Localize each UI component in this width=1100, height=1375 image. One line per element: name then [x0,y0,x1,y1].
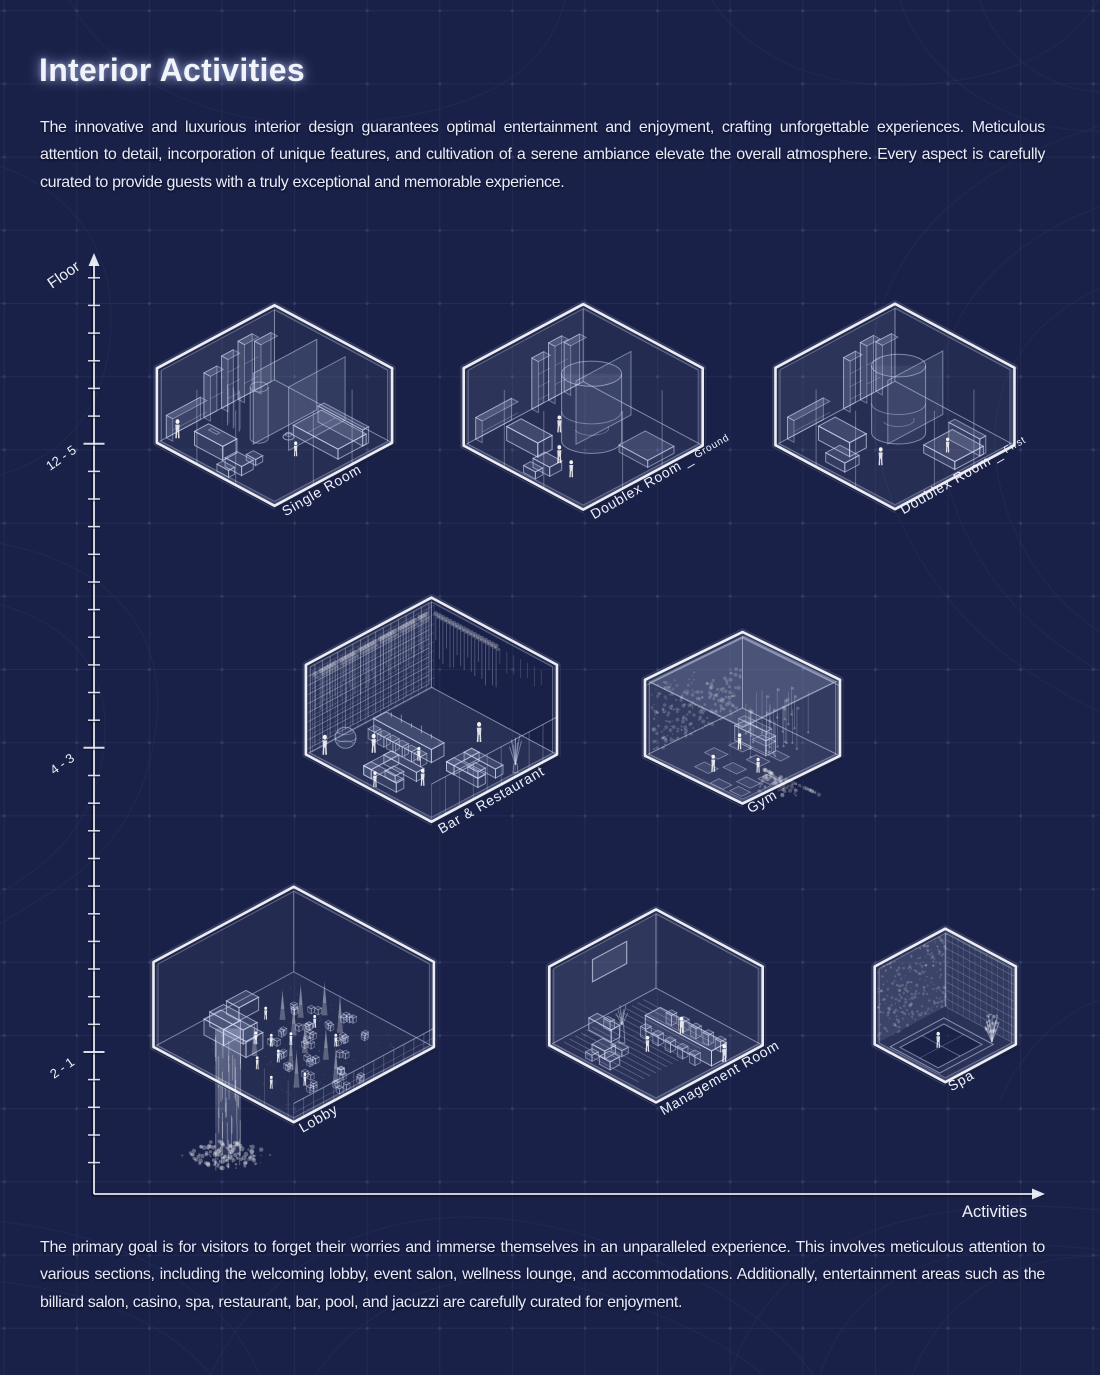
svg-text:4 - 3: 4 - 3 [47,750,77,777]
svg-text:12 - 5: 12 - 5 [43,442,79,473]
svg-text:Floor: Floor [45,258,84,292]
svg-text:2 - 1: 2 - 1 [47,1054,77,1081]
svg-text:Activities: Activities [962,1203,1027,1221]
